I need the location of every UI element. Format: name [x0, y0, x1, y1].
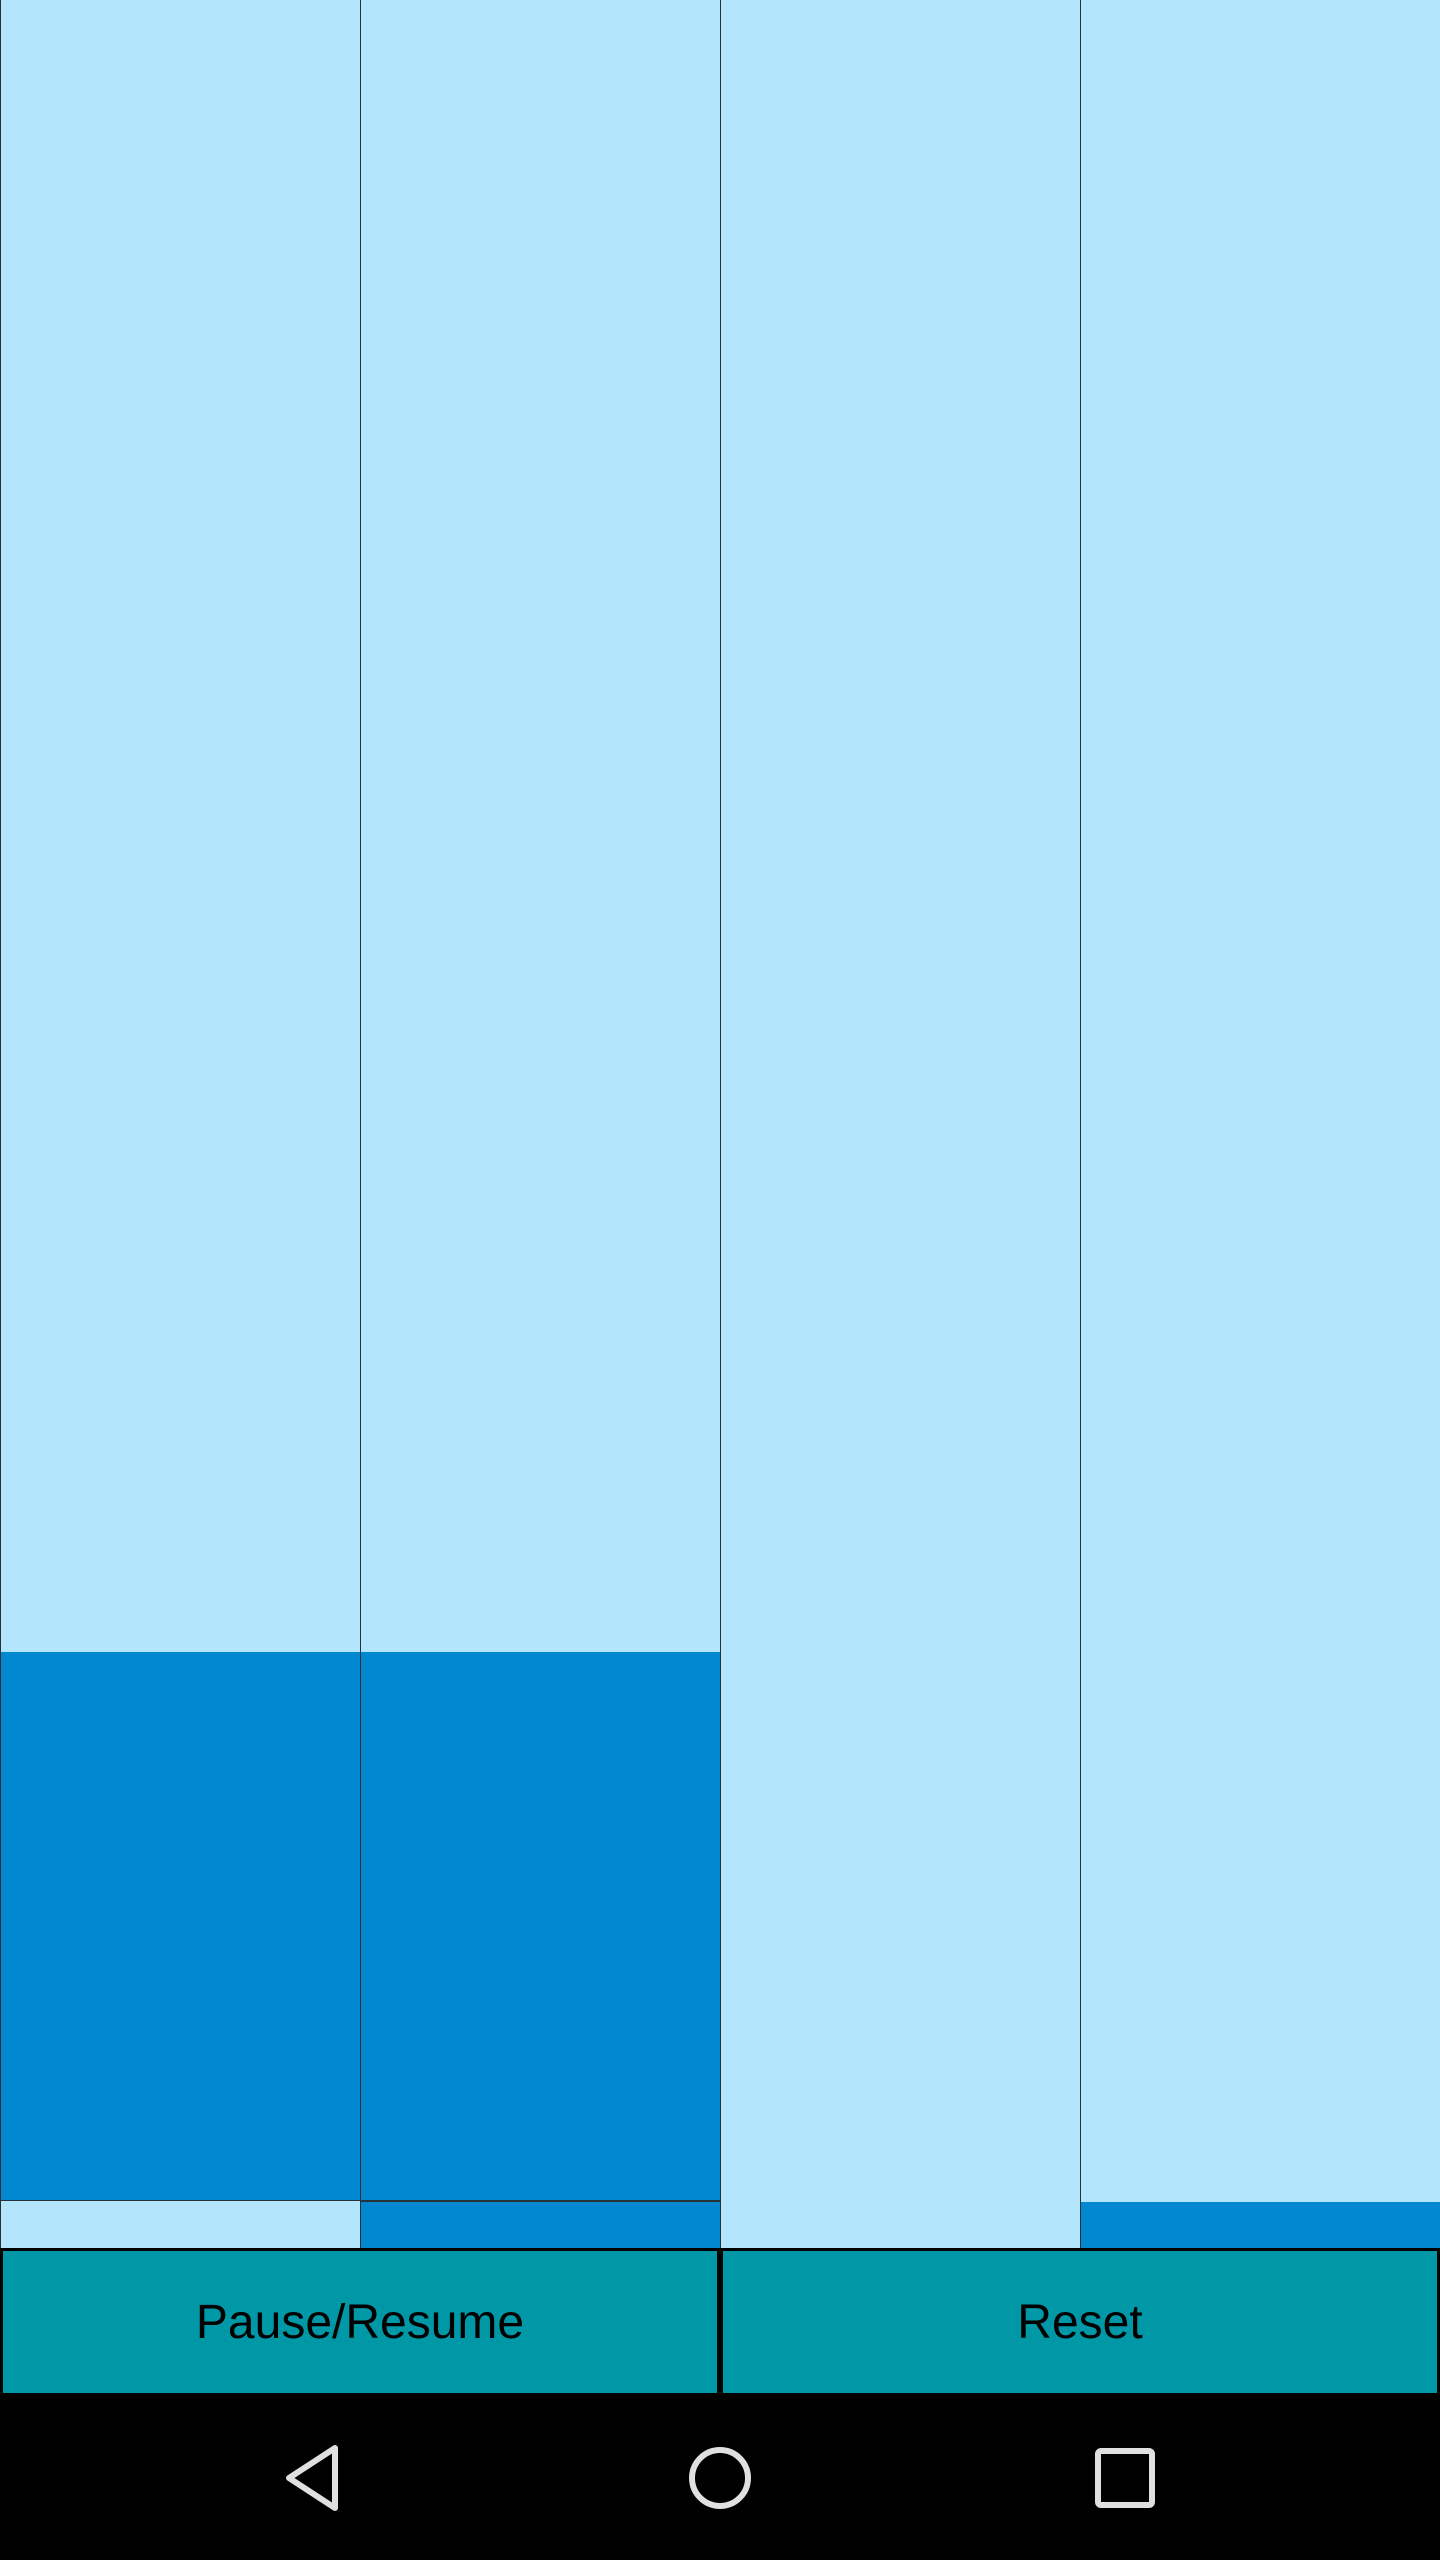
falling-tile[interactable] — [1, 1652, 360, 2201]
board-column-3[interactable] — [721, 0, 1081, 2248]
home-icon — [689, 2447, 751, 2509]
reset-button[interactable]: Reset — [723, 2251, 1437, 2393]
falling-tile[interactable] — [361, 2201, 720, 2248]
recent-apps-icon — [1095, 2448, 1155, 2508]
falling-tile[interactable] — [1081, 2202, 1440, 2248]
home-button[interactable] — [680, 2438, 760, 2518]
game-board[interactable] — [0, 0, 1440, 2248]
pause-resume-button[interactable]: Pause/Resume — [3, 2251, 717, 2393]
board-column-1[interactable] — [1, 0, 361, 2248]
system-navigation-bar — [0, 2396, 1440, 2560]
board-column-4[interactable] — [1081, 0, 1440, 2248]
back-button[interactable] — [275, 2438, 355, 2518]
board-column-2[interactable] — [361, 0, 721, 2248]
back-icon — [286, 2445, 338, 2511]
recent-apps-button[interactable] — [1085, 2438, 1165, 2518]
control-bar: Pause/Resume Reset — [0, 2248, 1440, 2396]
falling-tile[interactable] — [361, 1652, 720, 2201]
